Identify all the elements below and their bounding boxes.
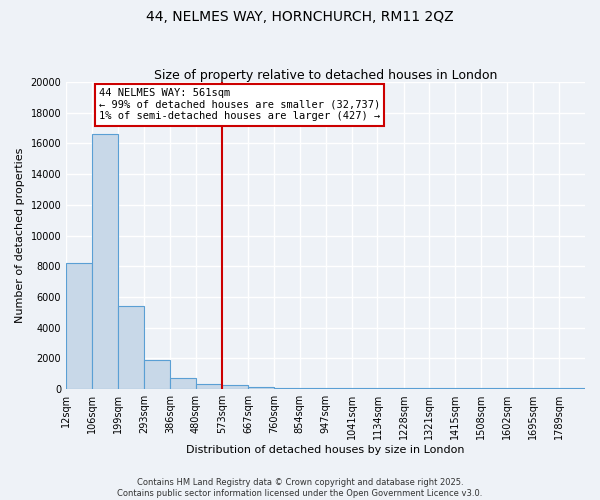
Bar: [274, 388, 300, 389]
Bar: [66, 263, 92, 389]
Bar: [404, 388, 430, 389]
Bar: [481, 388, 508, 389]
Bar: [222, 385, 248, 389]
X-axis label: Distribution of detached houses by size in London: Distribution of detached houses by size …: [187, 445, 465, 455]
Text: 44, NELMES WAY, HORNCHURCH, RM11 2QZ: 44, NELMES WAY, HORNCHURCH, RM11 2QZ: [146, 10, 454, 24]
Bar: [377, 388, 404, 389]
Text: Contains HM Land Registry data © Crown copyright and database right 2025.
Contai: Contains HM Land Registry data © Crown c…: [118, 478, 482, 498]
Bar: [248, 387, 274, 389]
Bar: [300, 388, 326, 389]
Bar: [144, 360, 170, 389]
Bar: [118, 306, 144, 389]
Bar: [326, 388, 352, 389]
Bar: [455, 388, 481, 389]
Bar: [352, 388, 377, 389]
Y-axis label: Number of detached properties: Number of detached properties: [15, 148, 25, 323]
Bar: [508, 388, 533, 389]
Bar: [430, 388, 455, 389]
Bar: [170, 378, 196, 389]
Bar: [196, 384, 222, 389]
Bar: [533, 388, 559, 389]
Text: 44 NELMES WAY: 561sqm
← 99% of detached houses are smaller (32,737)
1% of semi-d: 44 NELMES WAY: 561sqm ← 99% of detached …: [99, 88, 380, 122]
Bar: [559, 388, 585, 389]
Bar: [92, 134, 118, 389]
Title: Size of property relative to detached houses in London: Size of property relative to detached ho…: [154, 69, 497, 82]
